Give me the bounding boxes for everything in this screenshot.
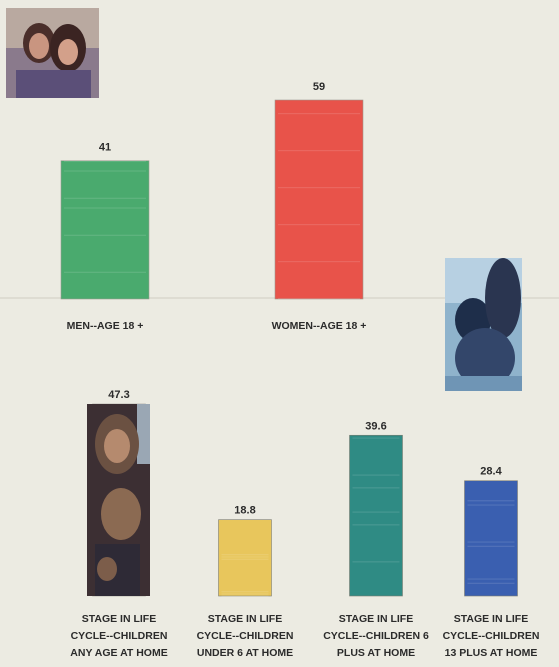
category-label: STAGE IN LIFE	[454, 613, 528, 625]
category-label: 13 PLUS AT HOME	[445, 647, 538, 659]
category-label: CYCLE--CHILDREN	[197, 630, 294, 642]
bar	[349, 434, 403, 597]
bar-texture	[221, 591, 269, 593]
bar-texture	[64, 170, 146, 172]
bar-texture	[221, 554, 269, 556]
bar-texture	[352, 561, 400, 563]
bar-texture	[278, 261, 360, 263]
bar	[274, 99, 364, 300]
bar-texture	[352, 524, 400, 526]
data-label: 47.3	[108, 389, 129, 401]
bar-texture	[467, 545, 515, 547]
data-label: 28.4	[480, 466, 502, 478]
data-label: 18.8	[234, 505, 255, 517]
woman-photo	[445, 258, 522, 391]
bar-texture	[64, 271, 146, 273]
bar-texture	[467, 541, 515, 543]
bar-texture	[278, 298, 360, 300]
bar-texture	[278, 113, 360, 115]
bar-texture	[64, 197, 146, 199]
data-label: 59	[313, 81, 325, 93]
bar	[464, 480, 518, 597]
bar-texture	[278, 150, 360, 152]
bar-texture	[221, 556, 269, 558]
family-photo	[87, 404, 150, 596]
bar-texture	[278, 187, 360, 189]
bar-texture	[221, 593, 269, 595]
category-label: CYCLE--CHILDREN 6	[323, 630, 429, 642]
bar-texture	[221, 595, 269, 597]
category-label: PLUS AT HOME	[337, 647, 415, 659]
bar	[60, 160, 150, 300]
bar-texture	[64, 160, 146, 162]
bar-texture	[352, 437, 400, 439]
category-label: STAGE IN LIFE	[82, 613, 156, 625]
bar-texture	[467, 504, 515, 506]
bar-texture	[352, 511, 400, 513]
category-label: CYCLE--CHILDREN	[71, 630, 168, 642]
category-label: ANY AGE AT HOME	[70, 647, 167, 659]
bar-texture	[467, 500, 515, 502]
category-label: CYCLE--CHILDREN	[443, 630, 540, 642]
bar	[218, 519, 272, 597]
couple-photo	[6, 8, 99, 98]
category-label: STAGE IN LIFE	[208, 613, 282, 625]
bar-texture	[64, 207, 146, 209]
category-label: UNDER 6 AT HOME	[197, 647, 293, 659]
data-label: 39.6	[365, 420, 386, 432]
category-label: MEN--AGE 18 +	[67, 320, 144, 332]
bar-texture	[352, 487, 400, 489]
bar-texture	[221, 558, 269, 560]
category-label: STAGE IN LIFE	[339, 613, 413, 625]
bar-texture	[278, 224, 360, 226]
bar-texture	[467, 582, 515, 584]
bar-texture	[467, 578, 515, 580]
bar-texture	[64, 234, 146, 236]
bar-texture	[352, 474, 400, 476]
data-label: 41	[99, 142, 111, 154]
category-label: WOMEN--AGE 18 +	[272, 320, 367, 332]
